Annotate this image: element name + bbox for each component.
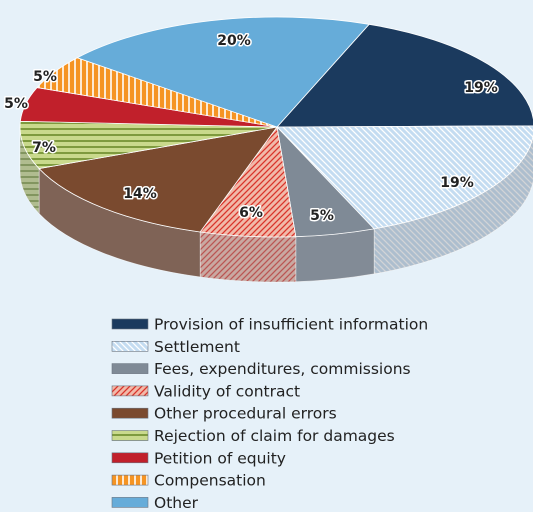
legend-label: Provision of insufficient information: [154, 316, 428, 334]
slice-side-shade: [200, 231, 296, 282]
data-label: 5%: [4, 96, 28, 112]
data-label: 19%: [464, 80, 498, 96]
legend: Provision of insufficient information Set…: [111, 316, 428, 512]
legend-swatch: [111, 407, 149, 419]
legend-swatch: [111, 318, 149, 330]
data-label: 6%: [239, 205, 263, 221]
data-labels: 19% 19% 5% 6% 14% 7% 5% 5% 20%: [3, 32, 500, 226]
slice-side-shade: [374, 136, 533, 274]
legend-swatch: [111, 474, 149, 486]
slice: [276, 125, 533, 230]
legend-swatch: [111, 452, 149, 464]
legend-label: Settlement: [154, 338, 240, 356]
pie-sides: [19, 126, 533, 283]
slice: [76, 16, 370, 128]
data-label: 5%: [33, 69, 57, 85]
legend-label: Petition of equity: [154, 449, 286, 467]
slice: [276, 23, 533, 128]
slice-side-shade: [295, 228, 375, 282]
legend-swatch: [111, 340, 149, 352]
data-label: 20%: [217, 33, 251, 49]
slice: [19, 120, 278, 169]
legend-swatch: [111, 430, 149, 441]
data-label: 5%: [310, 208, 334, 224]
legend-label: Validity of contract: [154, 382, 300, 400]
legend-label: Fees, expenditures, commissions: [154, 360, 411, 378]
legend-swatch: [111, 385, 149, 397]
legend-label: Compensation: [154, 472, 266, 490]
pie-tops: [19, 16, 533, 238]
data-label: 19%: [440, 175, 474, 191]
legend-swatch: [111, 497, 149, 508]
data-label: 7%: [32, 140, 56, 156]
legend-label: Other procedural errors: [154, 405, 337, 423]
data-label: 14%: [123, 186, 157, 202]
slice: [38, 126, 278, 233]
legend-label: Other: [154, 494, 199, 512]
legend-label: Rejection of claim for damages: [154, 427, 395, 445]
slice-side-shade: [39, 168, 201, 277]
legend-swatch: [111, 363, 149, 374]
